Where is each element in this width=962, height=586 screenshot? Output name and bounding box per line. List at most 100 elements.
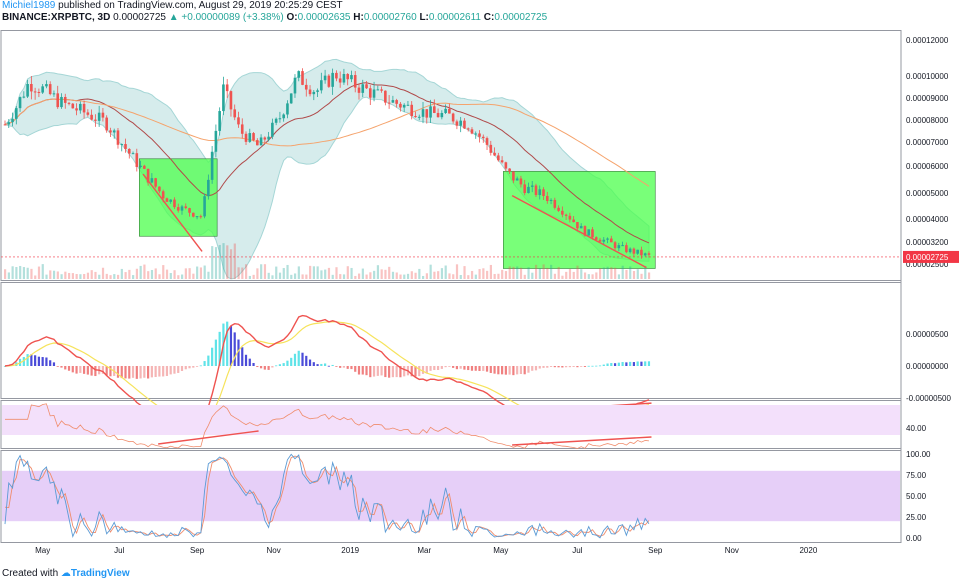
candle-body [154,178,157,187]
candle-body [576,222,579,229]
author-link[interactable]: Michiel1989 [2,0,56,11]
volume-bar [388,266,391,279]
candle-body [271,122,274,137]
volume-bar [414,272,417,279]
macd-histogram-bar [267,366,270,370]
open-label: O: [286,12,298,23]
time-tick-label: Sep [648,546,663,555]
volume-bar [71,273,74,279]
candle-body [530,185,534,187]
volume-bar [86,272,90,279]
volume-bar [357,273,361,279]
volume-bar [647,272,651,279]
time-tick-label: Nov [725,546,739,555]
volume-bar [614,267,617,279]
stoch-k-line [4,453,650,539]
macd-histogram-bar [218,331,221,366]
macd-histogram-bar [308,359,312,366]
candle-body [3,124,7,126]
macd-histogram-bar [75,366,78,374]
volume-bar [237,267,240,279]
price-change: ▲ +0.00000089 (+3.38%) [168,12,284,23]
volume-bar [606,266,609,279]
volume-bar [617,274,621,279]
volume-bar [132,275,135,279]
volume-bar [354,275,357,279]
volume-bar [640,273,643,279]
volume-bar [293,273,297,279]
tradingview-brand[interactable]: TradingView [70,568,130,579]
macd-histogram-bar [482,366,485,371]
candle-body [512,171,515,181]
candle-body [647,253,651,255]
macd-histogram-bar [116,366,120,378]
macd-histogram-bar [429,366,432,371]
stoch-d-line [4,455,650,538]
candle-body [384,90,387,103]
close-value: 0.00002725 [494,12,548,23]
price-tick-label: 0.00010000 [906,72,949,81]
volume-bar [534,264,538,279]
macd-histogram-bar [124,366,127,379]
candle-body [346,74,349,80]
macd-tick-label: -0.00000500 [906,394,951,403]
volume-bar [75,274,78,279]
stoch-tick-label: 0.00 [906,534,922,543]
macd-histogram-bar [644,361,647,366]
candle-body [538,189,542,196]
volume-bar [527,267,530,279]
volume-bar [275,266,278,279]
macd-histogram-bar [45,357,48,366]
macd-histogram-bar [636,361,639,366]
candle-body [218,111,221,131]
time-tick-label: May [35,546,50,555]
macd-histogram-bar [195,366,199,367]
macd-histogram-bar [357,366,361,375]
macd-histogram-bar [271,366,274,368]
volume-bar [229,249,233,279]
symbol-label[interactable]: BINANCE:XRPBTC, 3D [2,12,111,23]
volume-bar [572,271,575,279]
macd-histogram-bar [384,366,387,378]
macd-histogram-bar [440,366,443,369]
macd-histogram-bar [610,363,613,366]
volume-bar [493,273,496,279]
macd-histogram-bar [26,354,29,366]
volume-bar [625,269,628,279]
candle-body [451,113,455,122]
volume-bar [538,268,541,279]
candle-body [263,137,267,140]
macd-histogram-bar [128,366,131,379]
candle-body [67,102,71,104]
time-tick-label: Nov [267,546,281,555]
chart-canvas[interactable]: 0.00012000 0.00010000 0.00009000 0.00008000… [0,30,962,586]
macd-histogram-bar [350,366,353,370]
macd-histogram-bar [500,366,504,375]
macd-histogram-bar [478,366,481,371]
candle-body [455,121,459,126]
macd-histogram-bar [3,366,7,367]
candle-body [33,91,37,93]
volume-bar [165,269,169,279]
volume-bar [550,264,553,279]
candle-body [564,214,568,216]
macd-histogram-bar [508,366,511,375]
candle-body [161,191,165,199]
candle-body [48,84,52,95]
candle-body [191,212,195,217]
candle-body [150,178,154,183]
candle-body [579,226,583,229]
price-tick-label: 0.00012000 [906,36,949,45]
macd-histogram-bar [625,362,628,366]
candle-body [417,116,421,118]
volume-bar [34,275,37,279]
macd-histogram-bar [504,366,507,375]
macd-histogram-bar [591,365,594,367]
volume-bar [342,274,346,279]
moving-averages [4,82,650,244]
macd-histogram-bar [135,366,138,379]
volume-bar [444,265,447,279]
volume-bar [297,266,300,279]
candle-body [594,237,598,240]
candle-body [207,179,210,197]
